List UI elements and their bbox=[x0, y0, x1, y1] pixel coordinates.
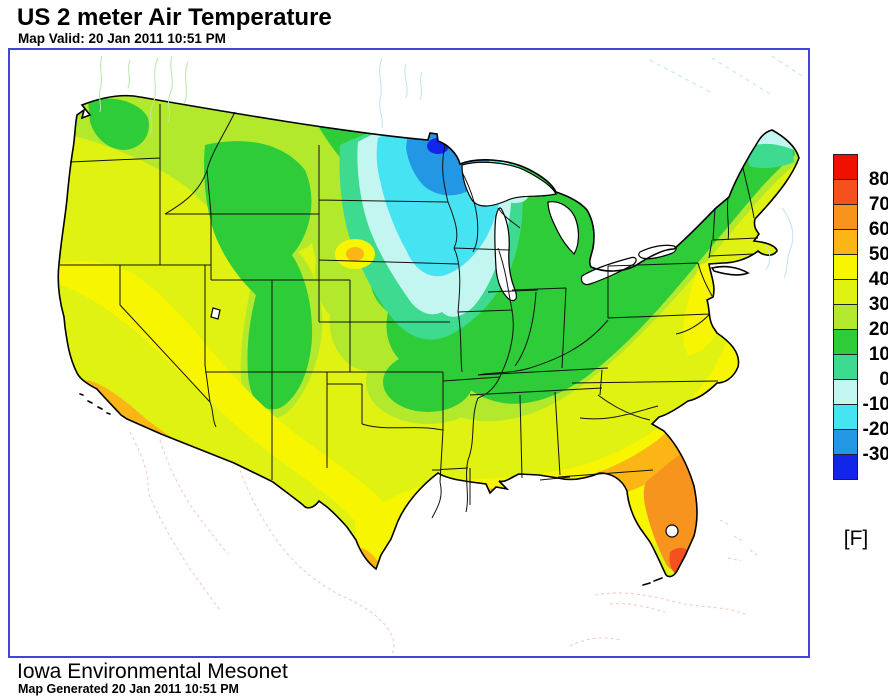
great-lakes bbox=[210, 161, 679, 538]
legend-band bbox=[833, 404, 858, 430]
colorbar-unit-label: [F] bbox=[843, 527, 869, 550]
band-below-n30 bbox=[455, 136, 465, 144]
legend-tick-label: -20 bbox=[862, 419, 888, 440]
source-attribution: Iowa Environmental Mesonet bbox=[17, 660, 288, 683]
map-generated-timestamp: Map Generated 20 Jan 2011 10:51 PM bbox=[18, 682, 239, 696]
legend-tick-label: 50 bbox=[868, 244, 888, 265]
colorbar-tick-labels: 80 70 60 50 40 30 20 10 0 -10 -20 -30 bbox=[852, 155, 888, 515]
temperature-bands bbox=[58, 95, 800, 577]
lake-ontario bbox=[638, 244, 677, 260]
channel-islands bbox=[79, 393, 111, 415]
page-title: US 2 meter Air Temperature bbox=[17, 4, 332, 31]
water-boundaries bbox=[379, 55, 803, 279]
map-valid-timestamp: Map Valid: 20 Jan 2011 10:51 PM bbox=[18, 31, 226, 46]
legend-tick-label: -10 bbox=[862, 394, 888, 415]
legend-tick-label: 0 bbox=[879, 369, 888, 390]
canada-coastlines bbox=[98, 55, 189, 135]
legend-tick-label: 70 bbox=[868, 194, 888, 215]
band-0-10 bbox=[746, 139, 794, 169]
lake-superior bbox=[461, 161, 557, 207]
mexico-coastlines bbox=[129, 431, 759, 655]
band-40-50 bbox=[58, 261, 409, 555]
us-temperature-map bbox=[57, 55, 803, 655]
great-salt-lake bbox=[210, 307, 221, 320]
band-10-20 bbox=[383, 352, 473, 412]
legend-band bbox=[833, 279, 858, 305]
legend-band bbox=[833, 254, 858, 280]
legend-band bbox=[833, 154, 858, 180]
nebraska-warm-spot-core bbox=[346, 247, 364, 261]
legend-band bbox=[833, 354, 858, 380]
legend-tick-label: 10 bbox=[868, 344, 888, 365]
band-60-70-florida bbox=[643, 450, 701, 571]
legend-tick-label: 30 bbox=[868, 294, 888, 315]
lake-okeechobee bbox=[665, 524, 679, 538]
band-10-20 bbox=[204, 141, 313, 410]
legend-tick-label: 80 bbox=[868, 169, 888, 190]
legend-band bbox=[833, 229, 858, 255]
lake-huron bbox=[547, 201, 580, 255]
florida-keys bbox=[642, 577, 663, 586]
long-island bbox=[710, 265, 750, 276]
legend-tick-label: 60 bbox=[868, 219, 888, 240]
temperature-colorbar bbox=[833, 154, 858, 480]
band-10-20 bbox=[88, 98, 149, 150]
legend-band bbox=[833, 429, 858, 455]
map-frame bbox=[8, 48, 810, 658]
legend-band bbox=[833, 454, 858, 480]
legend-tick-label: 20 bbox=[868, 319, 888, 340]
legend-tick-label: 40 bbox=[868, 269, 888, 290]
islands bbox=[79, 265, 750, 586]
legend-tick-label: -30 bbox=[862, 444, 888, 465]
us-outline bbox=[57, 94, 800, 578]
state-borders bbox=[60, 104, 759, 519]
